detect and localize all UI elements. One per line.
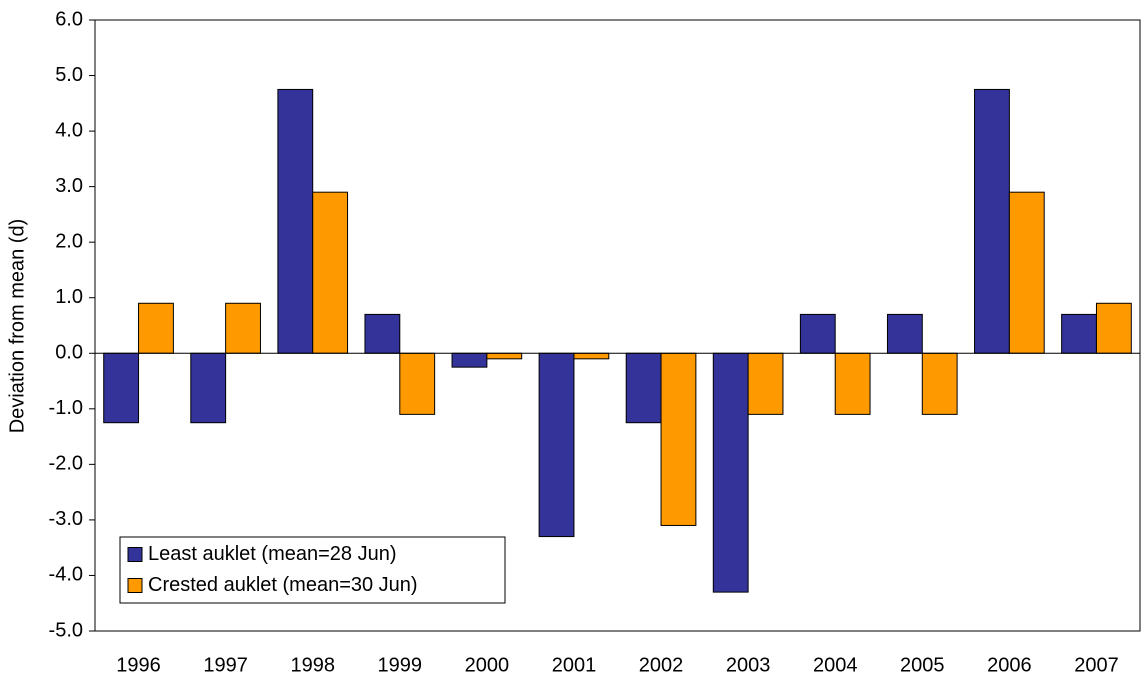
y-tick-label: -2.0 (49, 453, 83, 475)
bar (921, 352, 958, 415)
bar (1095, 302, 1132, 354)
x-tick-label: 1996 (116, 654, 161, 676)
bar (747, 352, 784, 415)
bar (538, 352, 575, 538)
bar (660, 352, 697, 526)
x-tick-label: 2001 (552, 654, 597, 676)
bar (974, 88, 1010, 354)
legend-swatch (127, 547, 143, 562)
y-axis-label: Deviation from mean (d) (6, 219, 28, 434)
y-tick-label: -5.0 (49, 619, 83, 641)
y-tick-label: -4.0 (49, 564, 83, 586)
bar (451, 352, 488, 368)
bar (712, 352, 749, 593)
plot-border (94, 19, 1141, 632)
bar (486, 352, 523, 360)
bar (190, 352, 227, 424)
y-tick-label: 1.0 (55, 286, 83, 308)
y-tick-label: 0.0 (55, 342, 83, 364)
y-tick-label: 2.0 (55, 230, 83, 252)
bar (625, 352, 662, 424)
bar (225, 302, 261, 354)
bar (399, 352, 436, 415)
y-tick-label: 5.0 (55, 64, 83, 86)
x-tick-label: 2002 (639, 654, 684, 676)
legend-swatch (127, 578, 143, 593)
x-tick-label: 1999 (378, 654, 423, 676)
y-tick-label: 4.0 (55, 119, 83, 141)
y-tick-label: -1.0 (49, 397, 83, 419)
y-tick-label: 6.0 (55, 8, 83, 30)
bar (886, 313, 923, 354)
y-tick-label: 3.0 (55, 175, 83, 197)
x-tick-label: 1997 (203, 654, 248, 676)
x-tick-label: 2004 (813, 654, 858, 676)
x-tick-label: 2000 (465, 654, 510, 676)
x-tick-label: 2003 (726, 654, 771, 676)
legend-label: Least auklet (mean=28 Jun) (148, 543, 397, 565)
bar (103, 352, 140, 424)
bar (1008, 191, 1045, 354)
legend-box (119, 536, 506, 604)
bar (312, 191, 349, 354)
x-tick-label: 1998 (290, 654, 335, 676)
bar (1061, 313, 1097, 354)
x-tick-label: 2006 (987, 654, 1032, 676)
bar (799, 313, 836, 354)
x-tick-label: 2007 (1074, 654, 1119, 676)
x-tick-label: 2005 (900, 654, 945, 676)
y-tick-label: -3.0 (49, 508, 83, 530)
bar (573, 352, 610, 360)
bar (138, 302, 174, 354)
bar (834, 352, 871, 415)
legend-label: Crested auklet (mean=30 Jun) (148, 574, 418, 596)
bar (277, 88, 314, 354)
bar (364, 313, 401, 354)
